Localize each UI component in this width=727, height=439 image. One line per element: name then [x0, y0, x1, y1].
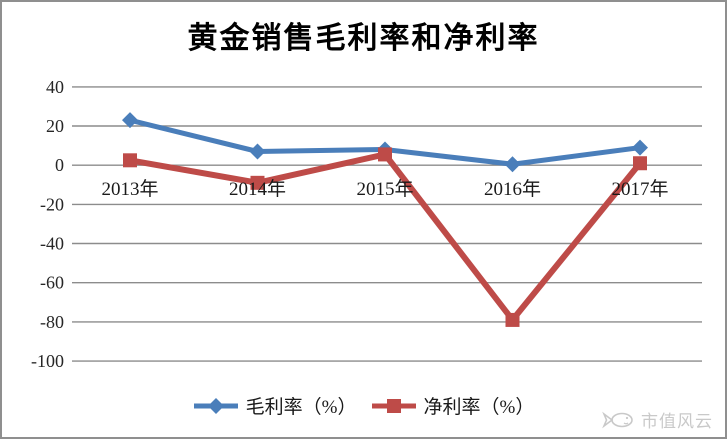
legend-item-net-margin: 净利率（%） [371, 392, 535, 419]
x-tick-label: 2016年 [484, 178, 541, 200]
net-margin-legend-marker [371, 398, 416, 413]
data-point-diamond [249, 143, 266, 160]
y-tick-label: 0 [55, 155, 64, 175]
data-point-diamond [504, 156, 521, 173]
y-tick-label: 40 [46, 77, 64, 97]
watermark-text: 市值风云 [641, 412, 713, 431]
y-tick-label: -60 [40, 273, 64, 293]
y-tick-label: 20 [46, 116, 64, 136]
x-tick-label: 2013年 [101, 178, 158, 200]
x-tick-label: 2014年 [229, 178, 286, 200]
x-tick-label: 2015年 [356, 178, 413, 200]
y-tick-label: -100 [31, 351, 64, 371]
legend: 毛利率（%） 净利率（%） [2, 392, 725, 419]
x-tick-label: 2017年 [611, 178, 668, 200]
fish-icon [602, 411, 633, 428]
data-point-square [123, 153, 137, 168]
legend-label-gross-margin: 毛利率（%） [245, 397, 357, 418]
y-tick-label: -20 [40, 194, 64, 214]
legend-item-gross-margin: 毛利率（%） [193, 392, 357, 419]
legend-label-net-margin: 净利率（%） [423, 397, 535, 418]
y-tick-label: -80 [40, 312, 64, 332]
gross-margin-legend-marker [193, 397, 238, 414]
y-tick-label: -40 [40, 234, 64, 254]
data-point-square [378, 147, 392, 162]
data-point-diamond [122, 112, 138, 129]
chart-title: 黄金销售毛利率和净利率 [187, 22, 540, 55]
data-point-square [505, 312, 520, 327]
data-point-square [250, 175, 265, 190]
data-point-square [633, 156, 647, 171]
watermark: 市值风云 [602, 407, 713, 432]
data-point-diamond [632, 139, 648, 156]
